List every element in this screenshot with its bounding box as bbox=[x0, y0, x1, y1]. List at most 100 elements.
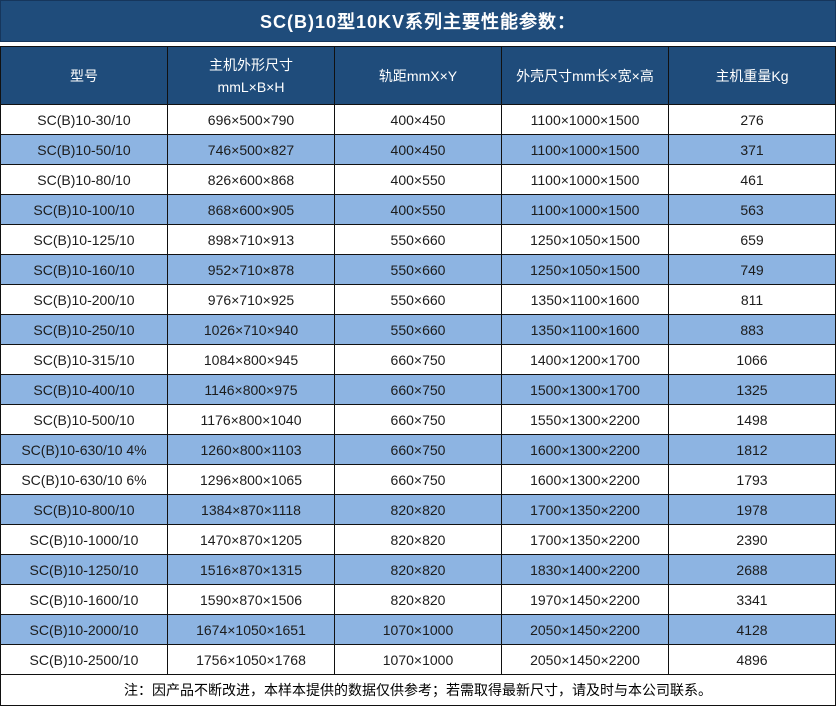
cell: 1066 bbox=[668, 344, 836, 375]
cell: SC(B)10-80/10 bbox=[0, 164, 168, 195]
column-header: 外壳尺寸mm长×宽×高 bbox=[501, 46, 669, 105]
cell: 1100×1000×1500 bbox=[501, 194, 669, 225]
table-row: SC(B)10-630/10 6% 1296×800×1065 660×750 160… bbox=[0, 464, 836, 495]
cell: 1100×1000×1500 bbox=[501, 164, 669, 195]
table-row: SC(B)10-125/10 898×710×913 550×660 1250×105… bbox=[0, 224, 836, 255]
table-header: 型号 主机外形尺寸 mmL×B×H 轨距mmX×Y 外壳尺寸mm长×宽×高 主机重量Kg bbox=[0, 46, 836, 105]
cell: 883 bbox=[668, 314, 836, 345]
title-divider bbox=[0, 42, 836, 46]
table-row: SC(B)10-80/10 826×600×868 400×550 1100×1000… bbox=[0, 164, 836, 195]
cell: SC(B)10-100/10 bbox=[0, 194, 168, 225]
cell: 749 bbox=[668, 254, 836, 285]
cell: 4128 bbox=[668, 614, 836, 645]
cell: 1350×1100×1600 bbox=[501, 314, 669, 345]
cell: SC(B)10-800/10 bbox=[0, 494, 168, 525]
cell: SC(B)10-160/10 bbox=[0, 254, 168, 285]
header-row: 型号 主机外形尺寸 mmL×B×H 轨距mmX×Y 外壳尺寸mm长×宽×高 主机重量Kg bbox=[0, 46, 836, 105]
cell: 563 bbox=[668, 194, 836, 225]
table-row: SC(B)10-315/10 1084×800×945 660×750 1400×12… bbox=[0, 344, 836, 375]
cell: 1700×1350×2200 bbox=[501, 494, 669, 525]
cell: SC(B)10-315/10 bbox=[0, 344, 168, 375]
cell: SC(B)10-400/10 bbox=[0, 374, 168, 405]
column-header: 型号 bbox=[0, 46, 168, 105]
table-row: SC(B)10-100/10 868×600×905 400×550 1100×100… bbox=[0, 194, 836, 225]
table-row: SC(B)10-400/10 1146×800×975 660×750 1500×13… bbox=[0, 374, 836, 405]
cell: 2050×1450×2200 bbox=[501, 644, 669, 675]
cell: 1674×1050×1651 bbox=[167, 614, 335, 645]
table-row: SC(B)10-2000/10 1674×1050×1651 1070×1000 20… bbox=[0, 614, 836, 645]
table-row: SC(B)10-250/10 1026×710×940 550×660 1350×11… bbox=[0, 314, 836, 345]
table-row: SC(B)10-30/10 696×500×790 400×450 1100×1000… bbox=[0, 104, 836, 135]
table-row: SC(B)10-160/10 952×710×878 550×660 1250×105… bbox=[0, 254, 836, 285]
column-header-label: 主机外形尺寸 bbox=[209, 56, 293, 73]
cell: 1470×870×1205 bbox=[167, 524, 335, 555]
cell: 1978 bbox=[668, 494, 836, 525]
cell: 1793 bbox=[668, 464, 836, 495]
cell: SC(B)10-1250/10 bbox=[0, 554, 168, 585]
cell: SC(B)10-1000/10 bbox=[0, 524, 168, 555]
cell: 371 bbox=[668, 134, 836, 165]
table-row: SC(B)10-500/10 1176×800×1040 660×750 1550×1… bbox=[0, 404, 836, 435]
cell: 1070×1000 bbox=[334, 614, 502, 645]
cell: 1400×1200×1700 bbox=[501, 344, 669, 375]
cell: 1296×800×1065 bbox=[167, 464, 335, 495]
cell: 550×660 bbox=[334, 284, 502, 315]
cell: 1026×710×940 bbox=[167, 314, 335, 345]
cell: 820×820 bbox=[334, 524, 502, 555]
cell: 2688 bbox=[668, 554, 836, 585]
cell: SC(B)10-1600/10 bbox=[0, 584, 168, 615]
page-title: SC(B)10型10KV系列主要性能参数： bbox=[0, 0, 836, 42]
cell: 1070×1000 bbox=[334, 644, 502, 675]
table-row: SC(B)10-1000/10 1470×870×1205 820×820 1700×… bbox=[0, 524, 836, 555]
cell: 400×550 bbox=[334, 164, 502, 195]
cell: 1500×1300×1700 bbox=[501, 374, 669, 405]
cell: 746×500×827 bbox=[167, 134, 335, 165]
column-header: 主机外形尺寸 mmL×B×H bbox=[167, 46, 335, 105]
cell: 660×750 bbox=[334, 374, 502, 405]
cell: 820×820 bbox=[334, 554, 502, 585]
column-header: 轨距mmX×Y bbox=[334, 46, 502, 105]
cell: 952×710×878 bbox=[167, 254, 335, 285]
spec-table: 型号 主机外形尺寸 mmL×B×H 轨距mmX×Y 外壳尺寸mm长×宽×高 主机重量Kg … bbox=[0, 46, 836, 706]
cell: 659 bbox=[668, 224, 836, 255]
cell: 400×450 bbox=[334, 134, 502, 165]
cell: 461 bbox=[668, 164, 836, 195]
table-row: SC(B)10-800/10 1384×870×1118 820×820 1700×1… bbox=[0, 494, 836, 525]
cell: SC(B)10-200/10 bbox=[0, 284, 168, 315]
cell: SC(B)10-630/10 4% bbox=[0, 434, 168, 465]
cell: SC(B)10-2000/10 bbox=[0, 614, 168, 645]
footnote: 注：因产品不断改进，本样本提供的数据仅供参考；若需取得最新尺寸，请及时与本公司联… bbox=[0, 674, 836, 706]
footnote-row: 注：因产品不断改进，本样本提供的数据仅供参考；若需取得最新尺寸，请及时与本公司联… bbox=[0, 674, 836, 706]
column-header-label-line2: mmL×B×H bbox=[217, 78, 285, 95]
table-row: SC(B)10-1250/10 1516×870×1315 820×820 1830×… bbox=[0, 554, 836, 585]
cell: 898×710×913 bbox=[167, 224, 335, 255]
cell: 3341 bbox=[668, 584, 836, 615]
cell: 550×660 bbox=[334, 314, 502, 345]
column-header-label: 外壳尺寸mm长×宽×高 bbox=[516, 67, 654, 84]
cell: 1590×870×1506 bbox=[167, 584, 335, 615]
cell: 1550×1300×2200 bbox=[501, 404, 669, 435]
cell: 826×600×868 bbox=[167, 164, 335, 195]
cell: SC(B)10-500/10 bbox=[0, 404, 168, 435]
cell: 1250×1050×1500 bbox=[501, 254, 669, 285]
column-header-label: 主机重量Kg bbox=[715, 67, 789, 84]
cell: SC(B)10-250/10 bbox=[0, 314, 168, 345]
cell: 1250×1050×1500 bbox=[501, 224, 669, 255]
cell: 4896 bbox=[668, 644, 836, 675]
cell: 811 bbox=[668, 284, 836, 315]
table-footer: 注：因产品不断改进，本样本提供的数据仅供参考；若需取得最新尺寸，请及时与本公司联… bbox=[0, 674, 836, 706]
cell: 1260×800×1103 bbox=[167, 434, 335, 465]
table-body: SC(B)10-30/10 696×500×790 400×450 1100×1000… bbox=[0, 104, 836, 675]
cell: SC(B)10-630/10 6% bbox=[0, 464, 168, 495]
cell: 660×750 bbox=[334, 344, 502, 375]
cell: 1700×1350×2200 bbox=[501, 524, 669, 555]
cell: 400×450 bbox=[334, 104, 502, 135]
cell: 1100×1000×1500 bbox=[501, 134, 669, 165]
cell: SC(B)10-125/10 bbox=[0, 224, 168, 255]
table-row: SC(B)10-200/10 976×710×925 550×660 1350×110… bbox=[0, 284, 836, 315]
cell: 1830×1400×2200 bbox=[501, 554, 669, 585]
cell: 1325 bbox=[668, 374, 836, 405]
cell: 1600×1300×2200 bbox=[501, 464, 669, 495]
cell: 1970×1450×2200 bbox=[501, 584, 669, 615]
